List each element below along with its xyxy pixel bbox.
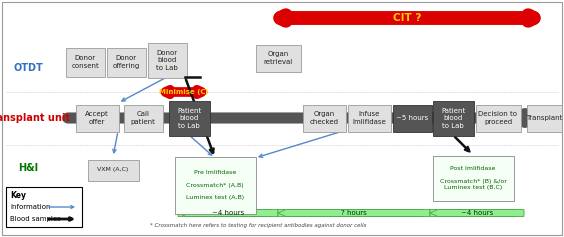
FancyArrow shape [278,210,430,217]
FancyBboxPatch shape [2,2,562,235]
FancyArrow shape [430,210,524,217]
FancyBboxPatch shape [87,160,139,181]
Text: Post Imlifidase

Crossmatch* (B) &/or
Luminex test (B,C): Post Imlifidase Crossmatch* (B) &/or Lum… [439,166,506,190]
Text: CIT ?: CIT ? [393,13,421,23]
Text: Patient
blood
to Lab: Patient blood to Lab [177,108,201,128]
FancyBboxPatch shape [302,105,346,132]
FancyBboxPatch shape [76,105,118,132]
FancyArrow shape [430,210,524,217]
FancyBboxPatch shape [393,105,431,132]
FancyBboxPatch shape [433,155,513,201]
FancyArrow shape [178,210,278,217]
FancyBboxPatch shape [169,100,209,136]
Text: ? hours: ? hours [341,210,367,216]
FancyArrow shape [178,210,278,217]
FancyBboxPatch shape [255,45,301,72]
Text: ~5 hours: ~5 hours [396,115,428,121]
Text: Donor
consent: Donor consent [71,55,99,69]
Text: * Crossmatch here refers to testing for recipient antibodies against donor cells: * Crossmatch here refers to testing for … [150,223,367,228]
Text: ~4 hours: ~4 hours [212,210,244,216]
Text: Donor
blood
to Lab: Donor blood to Lab [156,50,178,70]
Text: Infuse
Imlifidase: Infuse Imlifidase [352,111,386,125]
FancyBboxPatch shape [107,47,146,77]
Text: Call
patient: Call patient [130,111,156,125]
Text: Accept
offer: Accept offer [85,111,109,125]
FancyBboxPatch shape [124,105,162,132]
Text: VXM (A,C): VXM (A,C) [98,168,129,173]
Text: Information: Information [10,204,51,210]
Text: Transplant: Transplant [526,115,562,121]
Text: Pre Imlifidase

Crossmatch* (A,B)

Luminex test (A,B): Pre Imlifidase Crossmatch* (A,B) Luminex… [186,170,244,200]
Text: Donor
offering: Donor offering [112,55,140,69]
Text: OTDT: OTDT [13,63,43,73]
FancyBboxPatch shape [475,105,521,132]
Text: Organ
retrieval: Organ retrieval [263,51,293,65]
Text: Organ
checked: Organ checked [310,111,338,125]
Text: Blood samples: Blood samples [10,216,61,222]
FancyBboxPatch shape [347,105,390,132]
FancyBboxPatch shape [527,105,562,132]
FancyBboxPatch shape [148,42,187,77]
FancyBboxPatch shape [65,47,104,77]
Text: Key: Key [10,191,26,200]
Text: Transplant unit: Transplant unit [0,113,70,123]
FancyBboxPatch shape [433,100,474,136]
Text: Patient
blood
to Lab: Patient blood to Lab [441,108,465,128]
Text: H&I: H&I [18,163,38,173]
Text: ~4 hours: ~4 hours [461,210,493,216]
Text: Minimise (C): Minimise (C) [158,89,208,95]
FancyBboxPatch shape [174,156,255,214]
Text: Decision to
proceed: Decision to proceed [478,111,518,125]
FancyArrow shape [278,210,430,217]
FancyBboxPatch shape [6,187,82,227]
